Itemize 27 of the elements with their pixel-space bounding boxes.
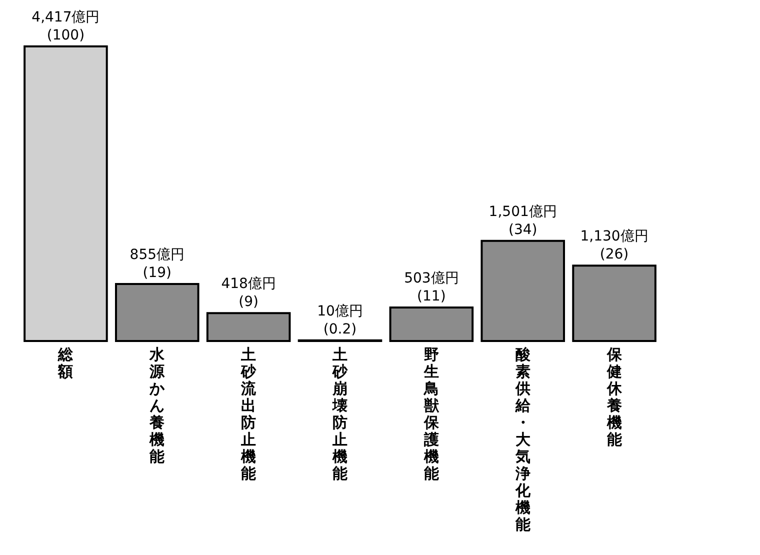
data-label: 855億円 <box>130 246 185 263</box>
bar <box>115 282 200 342</box>
bar <box>206 312 291 342</box>
x-tick-label: 総額 <box>57 346 74 380</box>
x-tick-label: 水源かん養機能 <box>148 346 166 466</box>
annotation: (26) <box>600 246 629 263</box>
annotation: (100) <box>46 27 85 44</box>
bar <box>480 240 565 342</box>
annotation: (9) <box>238 294 258 310</box>
bar <box>389 306 474 342</box>
data-label: 503億円 <box>404 270 459 286</box>
data-label: 1,130億円 <box>580 228 648 245</box>
data-label: 1,501億円 <box>488 204 557 220</box>
bar <box>572 264 656 342</box>
data-label: 10億円 <box>317 303 363 320</box>
data-label: 4,417億円 <box>32 9 100 26</box>
annotation: (19) <box>142 264 172 281</box>
category-label: 酸素供給・大気浄化機能 <box>515 346 530 534</box>
data-label: 418億円 <box>221 276 276 292</box>
x-tick-label: 野生鳥獣保護機能 <box>422 346 440 482</box>
annotation: (34) <box>508 222 538 238</box>
x-tick-label: 土砂流出防止機能 <box>240 346 258 482</box>
x-tick-label: 保健休養機能 <box>606 346 623 448</box>
annotation: (11) <box>417 288 446 304</box>
bar <box>24 45 108 342</box>
x-tick-label: 土砂崩壊防止機能 <box>332 346 348 482</box>
annotation: (0.2) <box>323 321 357 338</box>
